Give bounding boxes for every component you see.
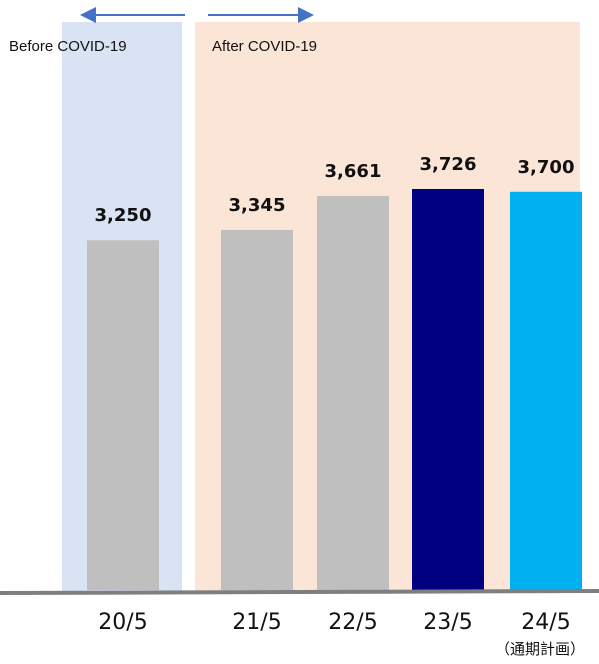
after-label: After COVID-19 — [212, 38, 317, 55]
value-label: 3,661 — [325, 161, 382, 182]
bar — [221, 230, 293, 590]
bar — [317, 195, 389, 591]
annotation: （通期計画） — [495, 641, 585, 658]
bar — [87, 240, 159, 590]
x-tick-label: 21/5 — [232, 610, 281, 635]
bar — [510, 191, 582, 591]
bars — [87, 189, 582, 591]
value-label: 3,345 — [229, 195, 286, 216]
value-label: 3,726 — [420, 154, 477, 175]
x-tick-label: 24/5 — [521, 610, 570, 635]
baseline — [0, 589, 599, 595]
value-label: 3,700 — [518, 157, 575, 178]
x-tick-label: 22/5 — [328, 610, 377, 635]
bar — [412, 189, 484, 590]
x-tick-label: 20/5 — [98, 610, 147, 635]
value-label: 3,250 — [95, 205, 152, 226]
x-tick-label: 23/5 — [423, 610, 472, 635]
before-label: Before COVID-19 — [9, 38, 127, 55]
